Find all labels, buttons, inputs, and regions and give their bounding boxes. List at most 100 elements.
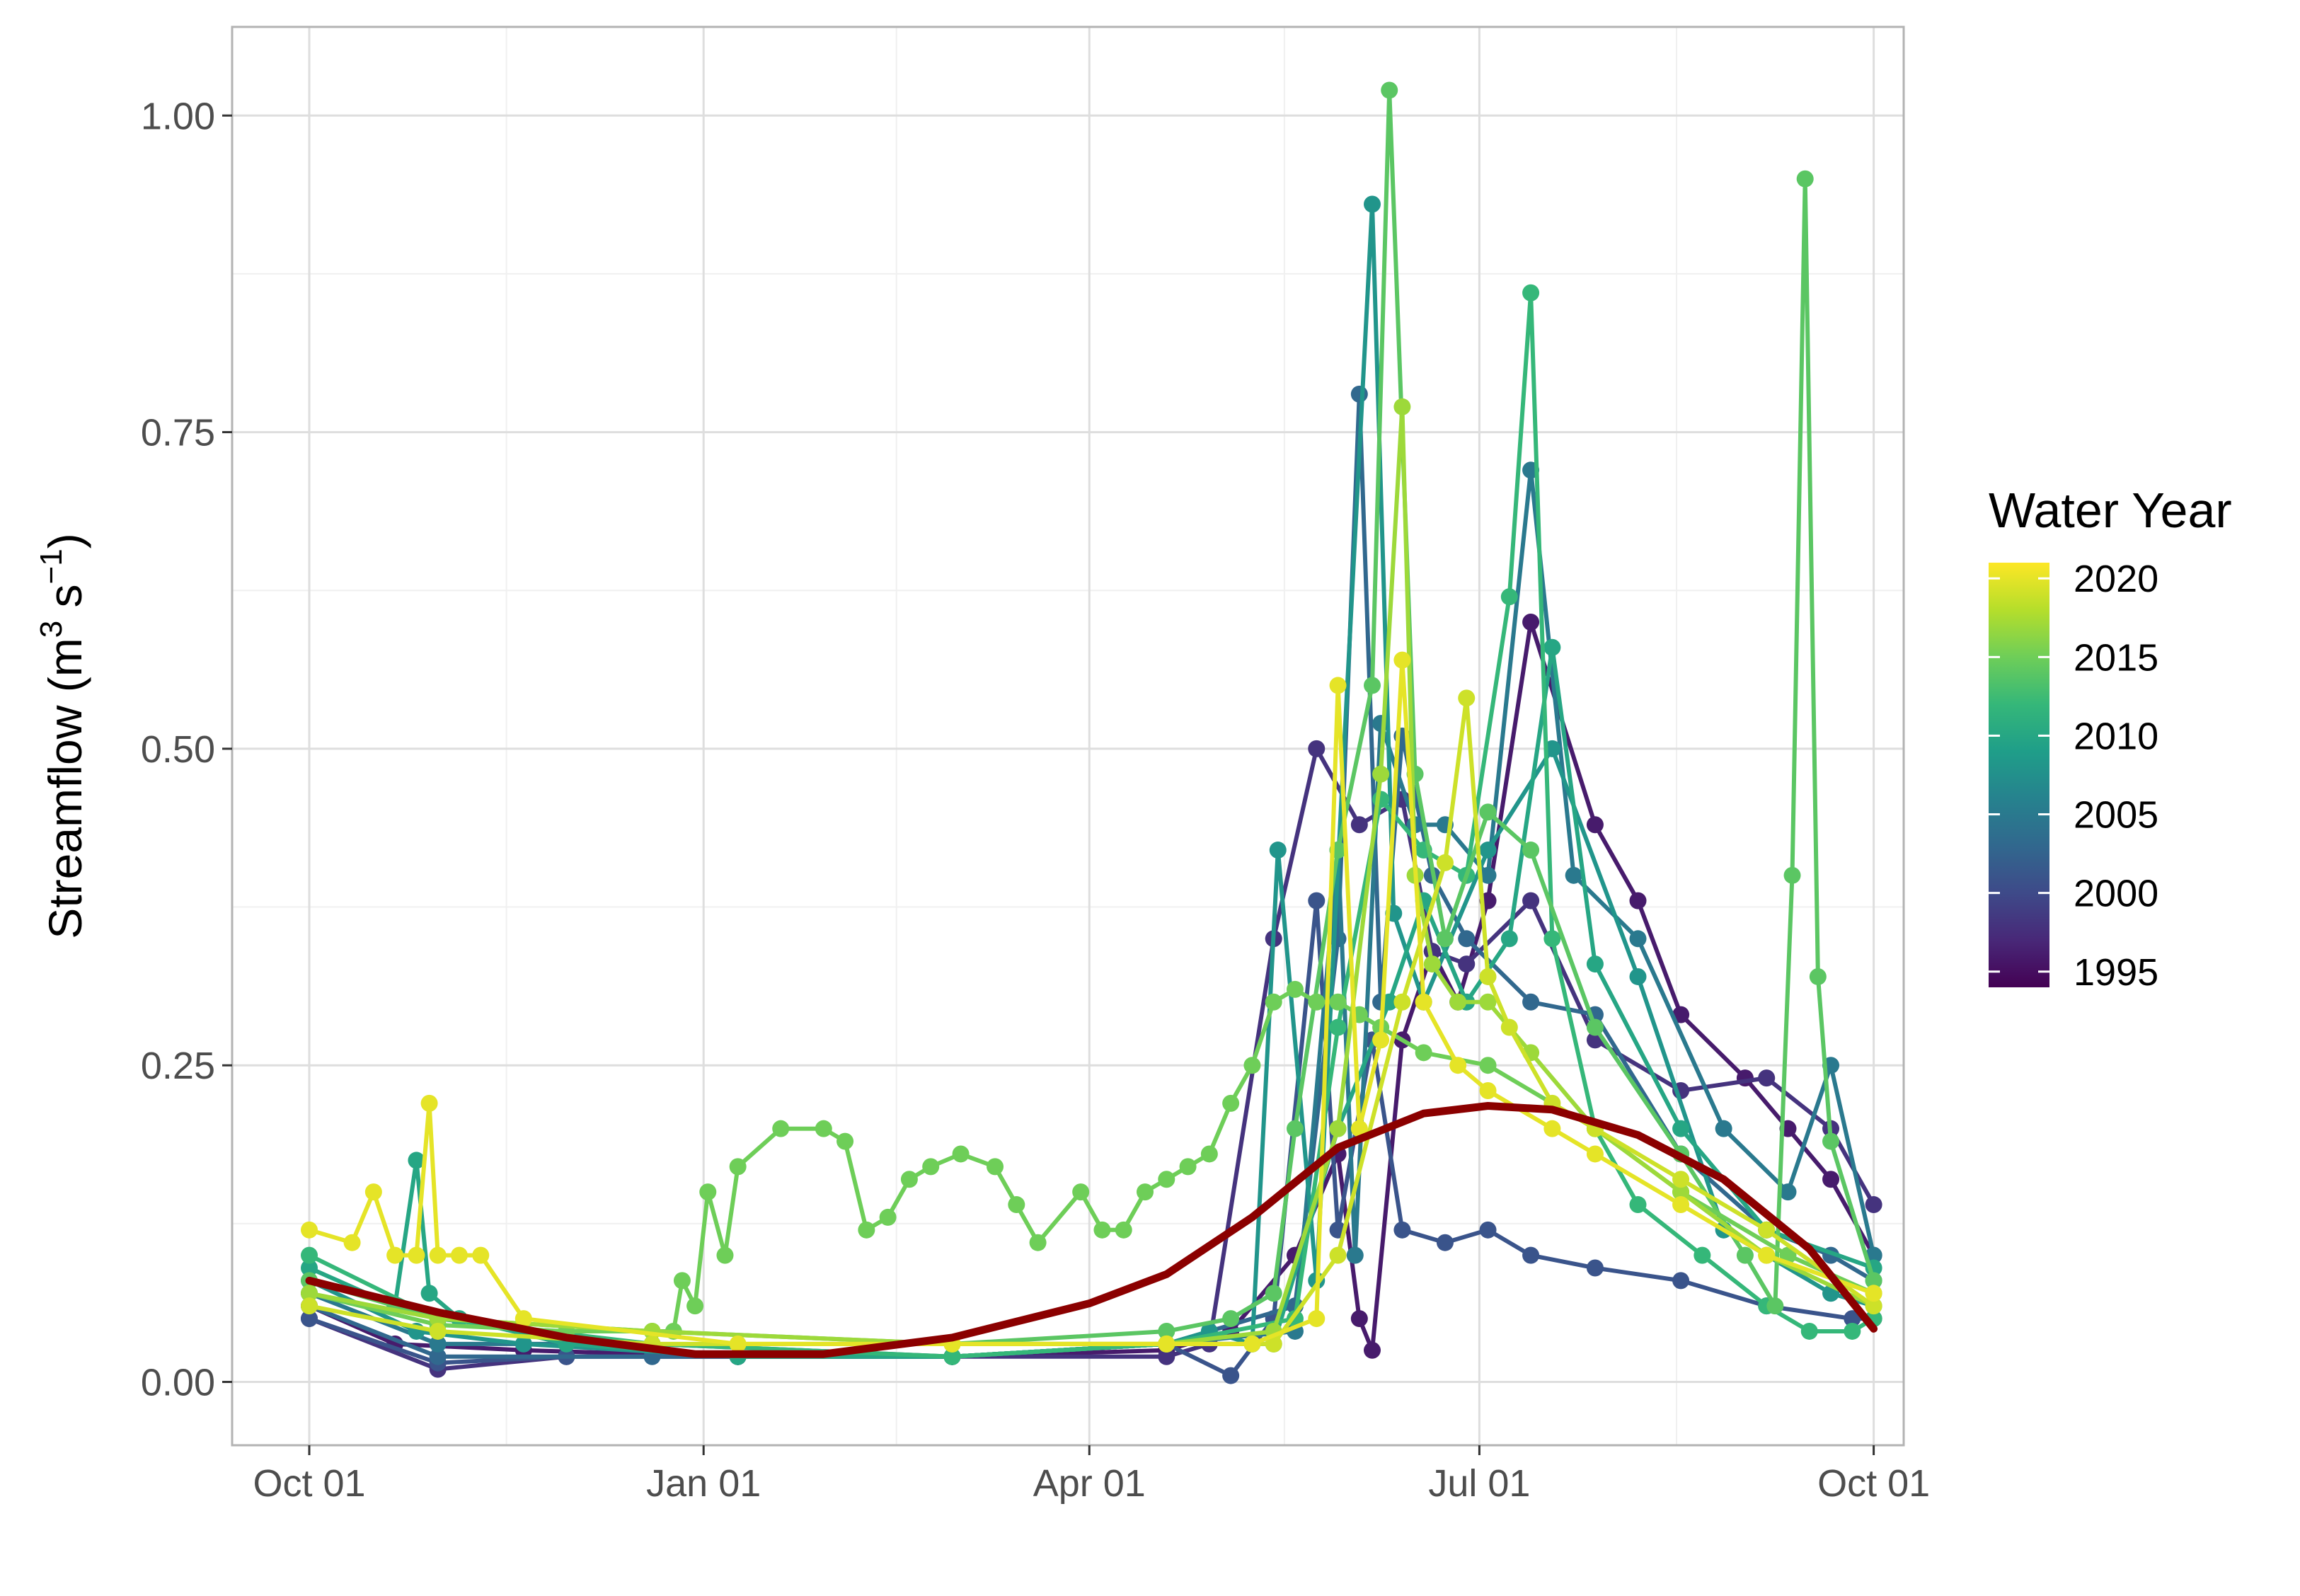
data-point bbox=[1350, 816, 1368, 834]
legend-tick-label: 2000 bbox=[2074, 873, 2158, 915]
data-point bbox=[1629, 1196, 1647, 1214]
data-point bbox=[1222, 1094, 1240, 1112]
data-point bbox=[1479, 866, 1497, 884]
data-point bbox=[1269, 842, 1287, 859]
x-tick-label: Oct 01 bbox=[1817, 1462, 1930, 1505]
y-tick-label: 0.00 bbox=[141, 1362, 215, 1404]
data-point bbox=[1158, 1348, 1175, 1365]
data-point bbox=[1736, 1246, 1754, 1264]
data-point bbox=[1629, 968, 1647, 985]
data-point bbox=[1158, 1322, 1175, 1340]
data-point bbox=[514, 1335, 532, 1353]
data-point bbox=[987, 1158, 1004, 1176]
data-point bbox=[673, 1272, 691, 1290]
data-point bbox=[686, 1297, 704, 1315]
data-point bbox=[1243, 1057, 1261, 1074]
data-point bbox=[1372, 791, 1390, 808]
data-point bbox=[1865, 1196, 1882, 1214]
data-point bbox=[429, 1246, 447, 1264]
data-point bbox=[1393, 651, 1411, 669]
data-point bbox=[1346, 1246, 1364, 1264]
data-point bbox=[301, 1246, 318, 1264]
data-point bbox=[1479, 1057, 1497, 1074]
x-tick-label: Jan 01 bbox=[646, 1462, 761, 1505]
data-point bbox=[1694, 1246, 1711, 1264]
data-point bbox=[301, 1310, 318, 1328]
data-point bbox=[1479, 842, 1497, 859]
data-point bbox=[1672, 1171, 1690, 1188]
legend-tick-label: 2005 bbox=[2074, 794, 2158, 837]
data-point bbox=[386, 1246, 404, 1264]
data-point bbox=[1865, 1285, 1882, 1302]
data-point bbox=[1415, 993, 1432, 1011]
data-point bbox=[1629, 892, 1647, 909]
data-point bbox=[1522, 892, 1540, 909]
data-point bbox=[699, 1183, 717, 1201]
data-point bbox=[1286, 980, 1304, 998]
data-point bbox=[1715, 1120, 1732, 1137]
y-tick-label: 0.50 bbox=[141, 728, 215, 771]
data-point bbox=[1565, 866, 1582, 884]
data-point bbox=[1758, 1221, 1776, 1239]
data-point bbox=[1822, 1132, 1840, 1150]
data-point bbox=[1758, 1069, 1776, 1087]
data-point bbox=[1479, 1221, 1497, 1239]
data-point bbox=[1072, 1183, 1090, 1201]
data-point bbox=[1458, 955, 1476, 973]
data-point bbox=[1222, 1367, 1240, 1384]
data-point bbox=[1844, 1322, 1861, 1340]
axis-layer: 0.00 0.25 0.50 0.75 1.00 Oct 01 Jan 01 Apr 01 Ju… bbox=[141, 95, 1930, 1505]
data-point bbox=[772, 1120, 790, 1137]
data-point bbox=[1350, 1120, 1368, 1137]
data-point bbox=[1479, 1082, 1497, 1099]
legend-colorbar bbox=[1989, 563, 2049, 987]
data-point bbox=[922, 1158, 940, 1176]
data-point bbox=[1350, 385, 1368, 403]
data-point bbox=[1522, 842, 1540, 859]
data-point bbox=[1449, 993, 1467, 1011]
x-tick-label: Apr 01 bbox=[1033, 1462, 1146, 1505]
series-line bbox=[308, 290, 1875, 1359]
data-point bbox=[301, 1285, 318, 1302]
data-point bbox=[1372, 765, 1390, 783]
data-point bbox=[1500, 1018, 1518, 1036]
data-point bbox=[1158, 1335, 1175, 1353]
data-point bbox=[1265, 993, 1282, 1011]
data-point bbox=[1783, 866, 1801, 884]
smooth-trend-line bbox=[305, 1102, 1878, 1358]
data-point bbox=[879, 1208, 897, 1226]
data-point bbox=[1329, 1018, 1347, 1036]
data-point bbox=[429, 1348, 447, 1365]
data-point bbox=[1766, 1297, 1784, 1315]
data-point bbox=[1436, 1234, 1454, 1251]
data-point bbox=[1672, 1196, 1690, 1214]
data-point bbox=[1586, 816, 1604, 834]
x-tick-label: Oct 01 bbox=[253, 1462, 365, 1505]
data-point bbox=[1844, 1310, 1861, 1328]
data-point bbox=[1265, 1285, 1282, 1302]
data-point bbox=[1543, 930, 1561, 948]
y-axis-title-prefix: Streamflow (m bbox=[39, 638, 91, 938]
data-point bbox=[1381, 81, 1398, 99]
y-axis-title-suffix: ) bbox=[39, 533, 91, 549]
data-point bbox=[450, 1246, 468, 1264]
y-tick-label: 0.25 bbox=[141, 1045, 215, 1087]
data-point bbox=[1458, 689, 1476, 707]
data-point bbox=[1329, 1246, 1347, 1264]
y-axis-title: Streamflow (m3 s−1) bbox=[34, 533, 91, 938]
data-point bbox=[301, 1221, 318, 1239]
data-point bbox=[408, 1246, 425, 1264]
data-point bbox=[1364, 195, 1381, 213]
data-point bbox=[429, 1335, 447, 1353]
data-point bbox=[836, 1132, 854, 1150]
data-point bbox=[1672, 1006, 1690, 1023]
series-2020 bbox=[301, 651, 1882, 1353]
legend-tick-label: 2020 bbox=[2074, 558, 2158, 600]
y-axis-title-sup2: −1 bbox=[34, 549, 69, 584]
data-point bbox=[1672, 1272, 1690, 1290]
data-point bbox=[900, 1171, 918, 1188]
data-point bbox=[1779, 1183, 1797, 1201]
data-point bbox=[1822, 1171, 1840, 1188]
data-point bbox=[1449, 1057, 1467, 1074]
